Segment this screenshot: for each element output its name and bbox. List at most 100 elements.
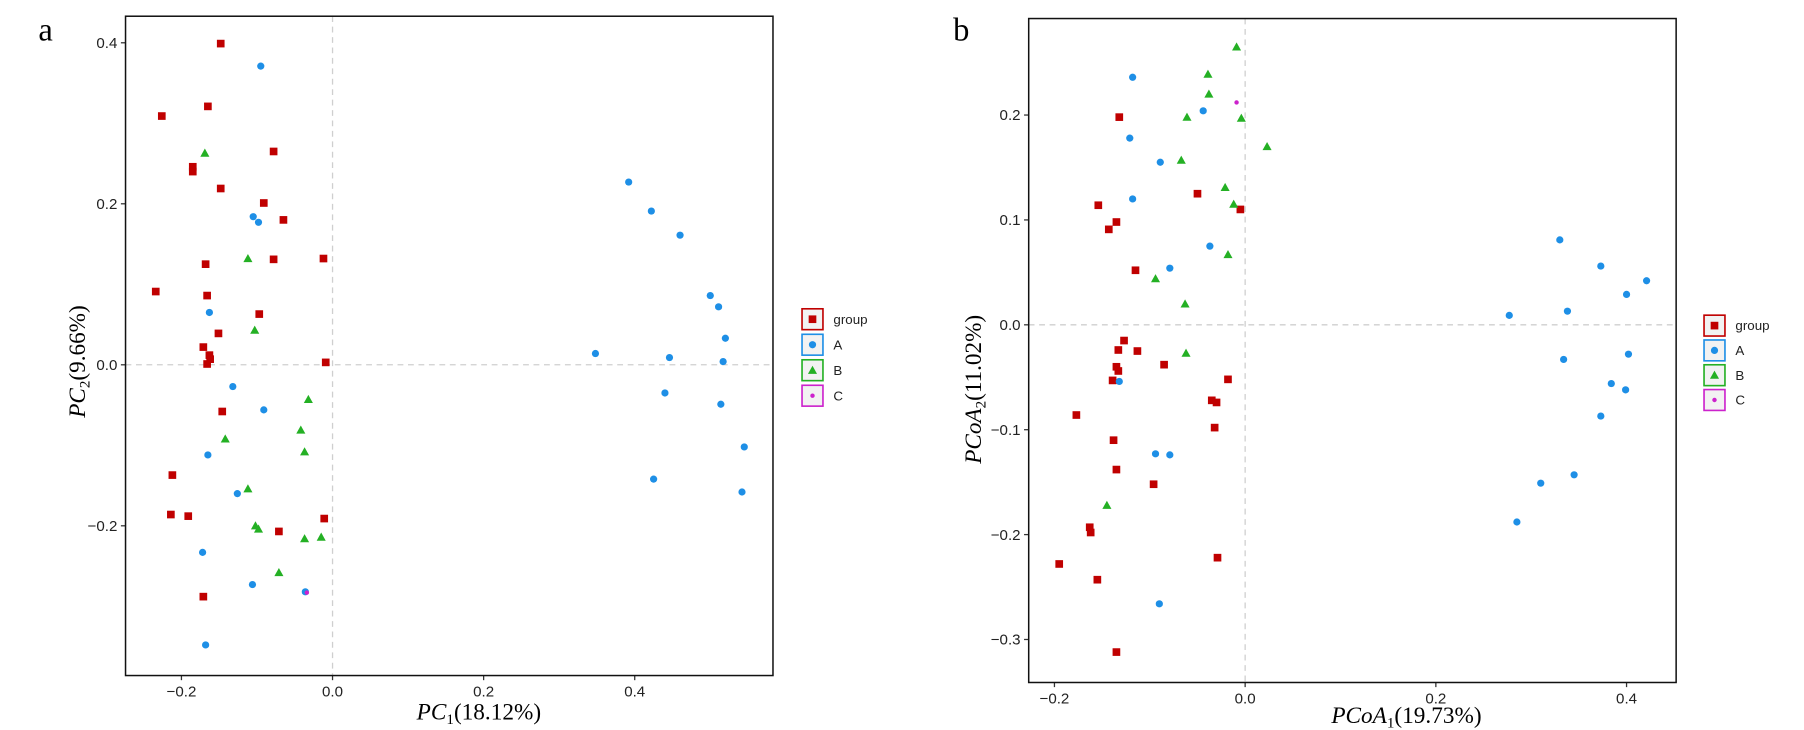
- point-b: [1232, 42, 1242, 51]
- point-group: [1193, 189, 1202, 198]
- point-a: [625, 178, 633, 186]
- point-b: [300, 447, 310, 456]
- point-b: [300, 534, 310, 543]
- point-b: [316, 532, 326, 541]
- point-a: [254, 218, 263, 226]
- point-group: [1120, 336, 1128, 345]
- series-a: [1115, 73, 1651, 608]
- point-group: [216, 184, 225, 193]
- legend-item-b: B: [1703, 363, 1744, 387]
- panel-label: b: [953, 13, 969, 49]
- point-a: [1166, 264, 1174, 272]
- point-group: [151, 287, 160, 296]
- point-a: [1607, 379, 1615, 388]
- point-b: [1223, 250, 1233, 259]
- series-b: [1102, 42, 1272, 509]
- point-b: [1203, 69, 1213, 78]
- point-b: [1180, 299, 1190, 308]
- point-b: [1236, 113, 1246, 122]
- legend-label: A: [833, 337, 842, 352]
- y-tick-label: 0.0: [96, 357, 117, 374]
- point-a: [204, 451, 212, 459]
- point-a: [1156, 158, 1164, 166]
- point-group: [1207, 396, 1216, 405]
- y-tick-label: −0.2: [991, 527, 1021, 544]
- legend-label: group: [833, 312, 867, 327]
- legend: group ABC: [1703, 314, 1770, 412]
- y-tick-label: 0.4: [96, 35, 117, 52]
- point-a: [1155, 600, 1163, 608]
- legend: group ABC: [801, 307, 868, 407]
- legend-label: A: [1735, 343, 1744, 358]
- point-group: [269, 147, 278, 156]
- x-tick-label: −0.2: [167, 683, 197, 700]
- point-group: [206, 355, 214, 363]
- point-group: [203, 291, 211, 300]
- point-b: [1204, 89, 1214, 98]
- point-group: [259, 199, 268, 207]
- point-b: [250, 325, 260, 334]
- point-group: [1108, 376, 1117, 385]
- plot-frame: [124, 15, 774, 677]
- point-a: [1570, 471, 1578, 479]
- point-group: [320, 514, 329, 523]
- point-group: [1115, 113, 1124, 121]
- legend-item-c: C: [801, 384, 843, 407]
- point-b: [243, 254, 253, 263]
- point-a: [721, 334, 729, 342]
- y-tick-label: −0.1: [991, 422, 1021, 439]
- x-axis-label: PC1(18.12%): [416, 700, 541, 729]
- point-b: [200, 148, 210, 157]
- y-tick-label: 0.1: [1000, 212, 1021, 229]
- point-a: [738, 488, 746, 496]
- point-a: [719, 357, 727, 366]
- plot-area: [125, 16, 773, 676]
- point-a: [1199, 107, 1207, 115]
- point-group: [188, 167, 197, 176]
- point-a: [676, 231, 684, 239]
- point-a: [714, 303, 723, 311]
- point-group: [199, 592, 208, 601]
- point-b: [1262, 141, 1272, 151]
- point-group: [1093, 575, 1102, 584]
- point-group: [214, 329, 223, 338]
- point-b: [220, 434, 230, 443]
- point-group: [1212, 398, 1221, 407]
- point-group: [321, 358, 330, 367]
- legend-label: C: [833, 388, 843, 403]
- point-b: [303, 394, 313, 404]
- point-a: [1129, 195, 1137, 203]
- point-group: [201, 260, 210, 268]
- point-a: [1151, 450, 1160, 458]
- point-c: [1234, 100, 1239, 105]
- point-b: [253, 524, 264, 533]
- point-group: [1224, 375, 1232, 384]
- series-c: [1234, 100, 1239, 105]
- point-a: [233, 490, 241, 498]
- point-a: [1597, 262, 1605, 270]
- point-c: [304, 590, 310, 595]
- x-tick-label: 0.4: [1616, 690, 1637, 707]
- point-a: [1206, 242, 1214, 250]
- point-group: [188, 162, 197, 171]
- point-b: [243, 484, 253, 493]
- point-group: [1086, 528, 1095, 537]
- point-group: [1114, 346, 1123, 354]
- point-a: [1563, 307, 1572, 315]
- point-group: [1213, 553, 1222, 562]
- point-b: [1102, 500, 1112, 509]
- plot-area: [1028, 18, 1677, 683]
- plot-frame: [1027, 17, 1677, 684]
- point-group: [1072, 411, 1081, 419]
- point-a: [260, 406, 268, 414]
- point-group: [1133, 347, 1142, 355]
- legend-marker-c: [810, 393, 815, 398]
- legend-marker-group: [1710, 321, 1719, 330]
- point-group: [275, 527, 283, 536]
- point-b: [1181, 348, 1191, 357]
- x-tick-label: 0.2: [1425, 690, 1446, 707]
- legend-label: B: [833, 363, 842, 378]
- point-group: [1085, 523, 1094, 532]
- point-group: [1112, 648, 1121, 656]
- point-group: [167, 510, 175, 519]
